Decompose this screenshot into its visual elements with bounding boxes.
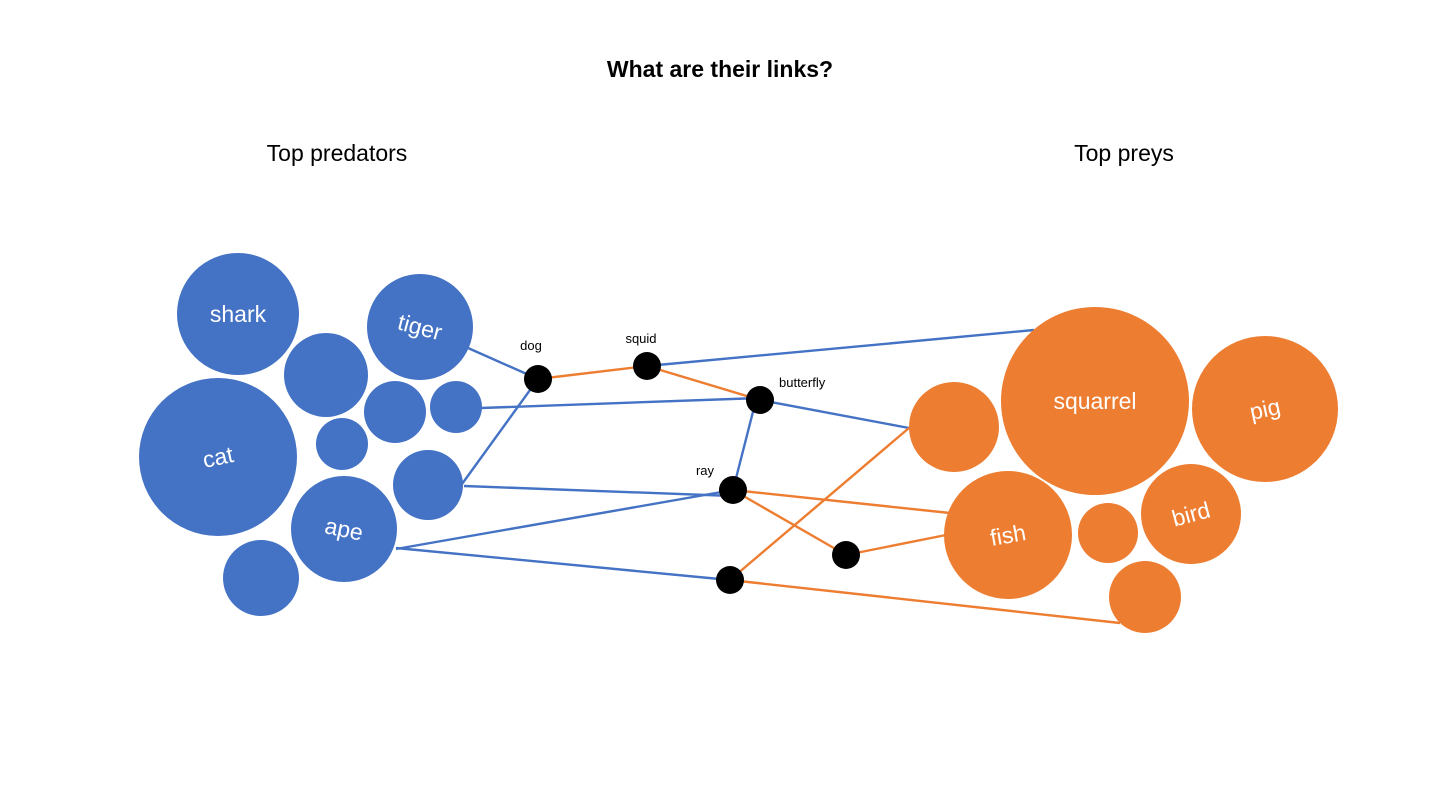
node-dog — [524, 365, 552, 393]
node-ray — [719, 476, 747, 504]
bubble-unlabeled — [316, 418, 368, 470]
node-butterfly — [746, 386, 774, 414]
prey-bubbles — [909, 307, 1338, 633]
label-dog: dog — [520, 338, 542, 353]
label-butterfly: butterfly — [779, 375, 826, 390]
bubble-unlabeled — [284, 333, 368, 417]
predator-bubbles — [139, 253, 482, 616]
label-cat: cat — [200, 441, 236, 473]
bubble-tiger — [367, 274, 473, 380]
preys-group-label: Top preys — [1074, 140, 1174, 166]
link-ape-ray — [395, 488, 734, 551]
bubble-pig — [1192, 336, 1338, 482]
label-pig: pig — [1247, 393, 1282, 425]
bubble-ape — [291, 476, 397, 582]
link-ray-fish — [732, 488, 951, 515]
label-shark: shark — [210, 301, 267, 327]
bubble-unlabeled — [430, 381, 482, 433]
link-squid-squarrel — [646, 328, 1035, 368]
link-bubble-ray — [463, 484, 734, 498]
bubble-fish — [944, 471, 1072, 599]
label-ray: ray — [696, 463, 715, 478]
link-squid-butterfly — [646, 364, 761, 402]
link-dog-squid — [537, 364, 648, 381]
link-ape-bottom-node — [395, 546, 731, 582]
bubble-unlabeled — [909, 382, 999, 472]
link-butterfly-ray — [731, 399, 758, 491]
link-nodes — [524, 352, 860, 594]
node-unlabeled — [832, 541, 860, 569]
link-dog-ape-bubble — [461, 378, 539, 485]
bubble-unlabeled — [223, 540, 299, 616]
link-ray-extra-node — [732, 488, 847, 557]
diagram-title: What are their links? — [607, 56, 833, 82]
link-butterfly-orange-bubble — [759, 398, 910, 430]
bubble-cat — [139, 378, 297, 536]
bubble-unlabeled — [1078, 503, 1138, 563]
label-fish: fish — [988, 519, 1028, 551]
node-squid — [633, 352, 661, 380]
bubble-bird — [1141, 464, 1241, 564]
link-bottom-node-orange-bubble — [729, 427, 910, 581]
label-squarrel: squarrel — [1053, 388, 1136, 414]
bubble-unlabeled — [393, 450, 463, 520]
bubble-squarrel — [1001, 307, 1189, 495]
node-unlabeled — [716, 566, 744, 594]
link-bottom-node-orange-bubble-small — [729, 578, 1121, 625]
bubble-unlabeled — [364, 381, 426, 443]
bubble-shark — [177, 253, 299, 375]
link-extra-node-fish — [845, 533, 947, 557]
links — [395, 328, 1121, 625]
bubble-unlabeled — [1109, 561, 1181, 633]
label-squid: squid — [625, 331, 656, 346]
predators-group-label: Top predators — [267, 140, 408, 166]
link-small-bubble-butterfly — [480, 396, 761, 410]
